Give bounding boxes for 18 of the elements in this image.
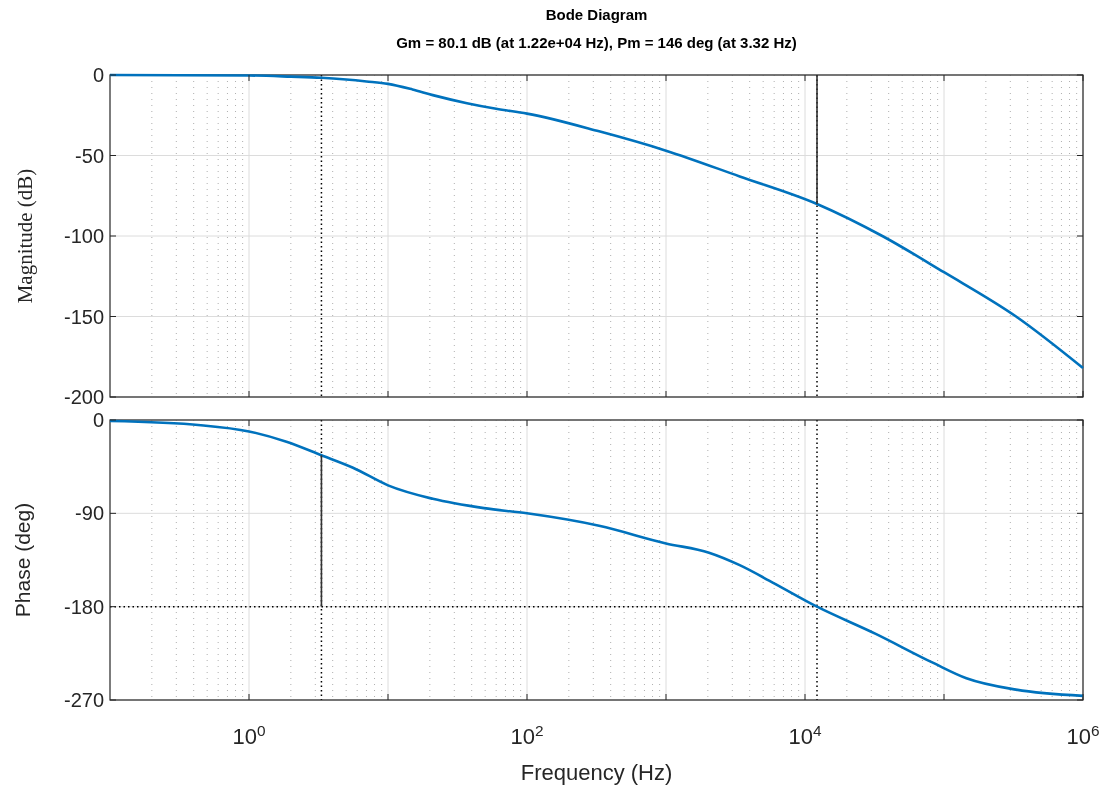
x-tick-label: 10$^{2}$	[510, 721, 544, 749]
x-tick-label: 10$^{0}$	[232, 721, 266, 749]
y-axis-title: Magnitude (dB)	[13, 168, 37, 304]
chart-title: Bode Diagram	[545, 6, 648, 23]
y-tick-label: -50	[75, 144, 104, 167]
y-axis-title: Phase (deg)	[11, 502, 34, 618]
y-tick-label: -100	[63, 225, 104, 247]
x-tick-label: 10$^{6}$	[1066, 721, 1100, 749]
y-tick-label: 0	[92, 64, 104, 86]
y-tick-label: -200	[63, 386, 104, 408]
x-axis-title: Frequency (Hz)	[520, 760, 673, 785]
y-tick-label: -180	[63, 595, 104, 618]
y-tick-label: -90	[75, 502, 104, 525]
x-tick-label: 10$^{4}$	[788, 721, 822, 749]
y-tick-label: -150	[63, 305, 104, 328]
y-tick-label: -270	[63, 689, 104, 711]
chart-subtitle: Gm = 80.1 dB (at 1.22e+04 Hz), Pm = 146 deg (at 3.32 Hz)	[396, 34, 797, 51]
y-tick-label: 0	[92, 409, 104, 431]
